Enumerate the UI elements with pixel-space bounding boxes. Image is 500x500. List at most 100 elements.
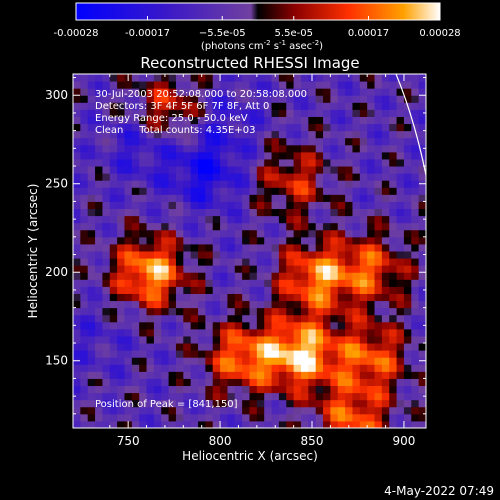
- heatmap-cell: [80, 335, 89, 344]
- heatmap-cell: [234, 300, 243, 309]
- heatmap-cell: [198, 229, 206, 238]
- heatmap-cell: [212, 144, 221, 153]
- heatmap-cell: [308, 371, 317, 379]
- heatmap-cell: [359, 74, 368, 82]
- heatmap-cell: [117, 300, 125, 309]
- heatmap-cell: [300, 95, 309, 103]
- heatmap-cell: [359, 109, 368, 117]
- heatmap-cell: [205, 137, 214, 146]
- heatmap-cell: [293, 130, 302, 139]
- heatmap-cell: [95, 95, 103, 103]
- heatmap-cell: [337, 130, 346, 139]
- heatmap-cell: [139, 328, 148, 337]
- heatmap-cell: [367, 293, 376, 302]
- heatmap-cell: [131, 215, 140, 224]
- heatmap-cell: [168, 137, 177, 146]
- heatmap-cell: [293, 321, 302, 330]
- heatmap-cell: [234, 371, 243, 379]
- heatmap-cell: [161, 208, 170, 217]
- heatmap-cell: [102, 74, 111, 82]
- heatmap-cell: [205, 385, 214, 394]
- heatmap-cell: [359, 187, 368, 195]
- heatmap-cell: [278, 272, 287, 280]
- heatmap-cell: [242, 173, 250, 181]
- heatmap-cell: [168, 243, 177, 252]
- heatmap-cell: [73, 265, 81, 273]
- heatmap-cell: [131, 158, 140, 167]
- heatmap-cell: [139, 158, 148, 167]
- heatmap-cell: [87, 123, 96, 132]
- heatmap-cell: [256, 286, 265, 294]
- heatmap-cell: [381, 307, 390, 316]
- heatmap-cell: [330, 371, 339, 379]
- heatmap-cell: [308, 300, 317, 309]
- heatmap-cell: [102, 258, 111, 266]
- heatmap-cell: [418, 307, 426, 316]
- heatmap-cell: [256, 378, 265, 387]
- heatmap-cell: [175, 236, 184, 245]
- heatmap-cell: [359, 371, 368, 379]
- heatmap-cell: [359, 385, 368, 394]
- heatmap-cell: [153, 236, 162, 245]
- heatmap-cell: [139, 420, 148, 428]
- heatmap-cell: [205, 371, 214, 379]
- heatmap-cell: [168, 116, 177, 125]
- heatmap-cell: [87, 130, 96, 139]
- heatmap-cell: [345, 116, 353, 125]
- heatmap-cell: [220, 364, 228, 372]
- heatmap-cell: [264, 251, 273, 259]
- heatmap-cell: [403, 307, 412, 316]
- heatmap-cell: [315, 166, 324, 174]
- heatmap-cell: [227, 272, 236, 280]
- heatmap-cell: [183, 137, 192, 146]
- heatmap-cell: [234, 194, 243, 202]
- heatmap-cell: [146, 392, 155, 401]
- heatmap-cell: [234, 109, 243, 117]
- colorbar-unit-exp1: -2: [264, 39, 271, 47]
- heatmap-cell: [153, 123, 162, 132]
- heatmap-cell: [87, 378, 96, 387]
- heatmap-cell: [153, 187, 162, 195]
- heatmap-cell: [403, 328, 412, 337]
- heatmap-cell: [381, 265, 390, 273]
- heatmap-cell: [190, 286, 199, 294]
- heatmap-cell: [190, 392, 199, 401]
- heatmap-cell: [175, 364, 184, 372]
- heatmap-cell: [256, 399, 265, 408]
- heatmap-cell: [381, 236, 390, 245]
- heatmap-cell: [109, 364, 118, 372]
- y-tick-label: 250: [45, 177, 68, 191]
- heatmap-cell: [161, 123, 170, 132]
- heatmap-cell: [286, 102, 295, 110]
- heatmap-cell: [345, 258, 353, 266]
- heatmap-cell: [205, 208, 214, 217]
- heatmap-cell: [300, 251, 309, 259]
- heatmap-cell: [161, 413, 170, 422]
- heatmap-cell: [256, 300, 265, 309]
- heatmap-cell: [168, 272, 177, 280]
- heatmap-cell: [220, 328, 228, 337]
- heatmap-cell: [256, 208, 265, 217]
- heatmap-cell: [73, 321, 81, 330]
- heatmap-cell: [359, 123, 368, 132]
- heatmap-cell: [381, 335, 390, 344]
- heatmap-cell: [300, 130, 309, 139]
- heatmap-cell: [124, 229, 133, 238]
- heatmap-cell: [293, 279, 302, 287]
- heatmap-cell: [95, 123, 103, 132]
- heatmap-cell: [315, 307, 324, 316]
- heatmap-cell: [300, 328, 309, 337]
- heatmap-cell: [87, 300, 96, 309]
- heatmap-cell: [212, 392, 221, 401]
- heatmap-cell: [161, 335, 170, 344]
- heatmap-cell: [411, 137, 420, 146]
- heatmap-cell: [175, 357, 184, 365]
- heatmap-cell: [323, 194, 331, 202]
- heatmap-cell: [286, 166, 295, 174]
- heatmap-cell: [345, 208, 353, 217]
- heatmap-cell: [249, 180, 258, 188]
- heatmap-cell: [403, 81, 412, 89]
- heatmap-cell: [205, 265, 214, 273]
- heatmap-cell: [234, 321, 243, 330]
